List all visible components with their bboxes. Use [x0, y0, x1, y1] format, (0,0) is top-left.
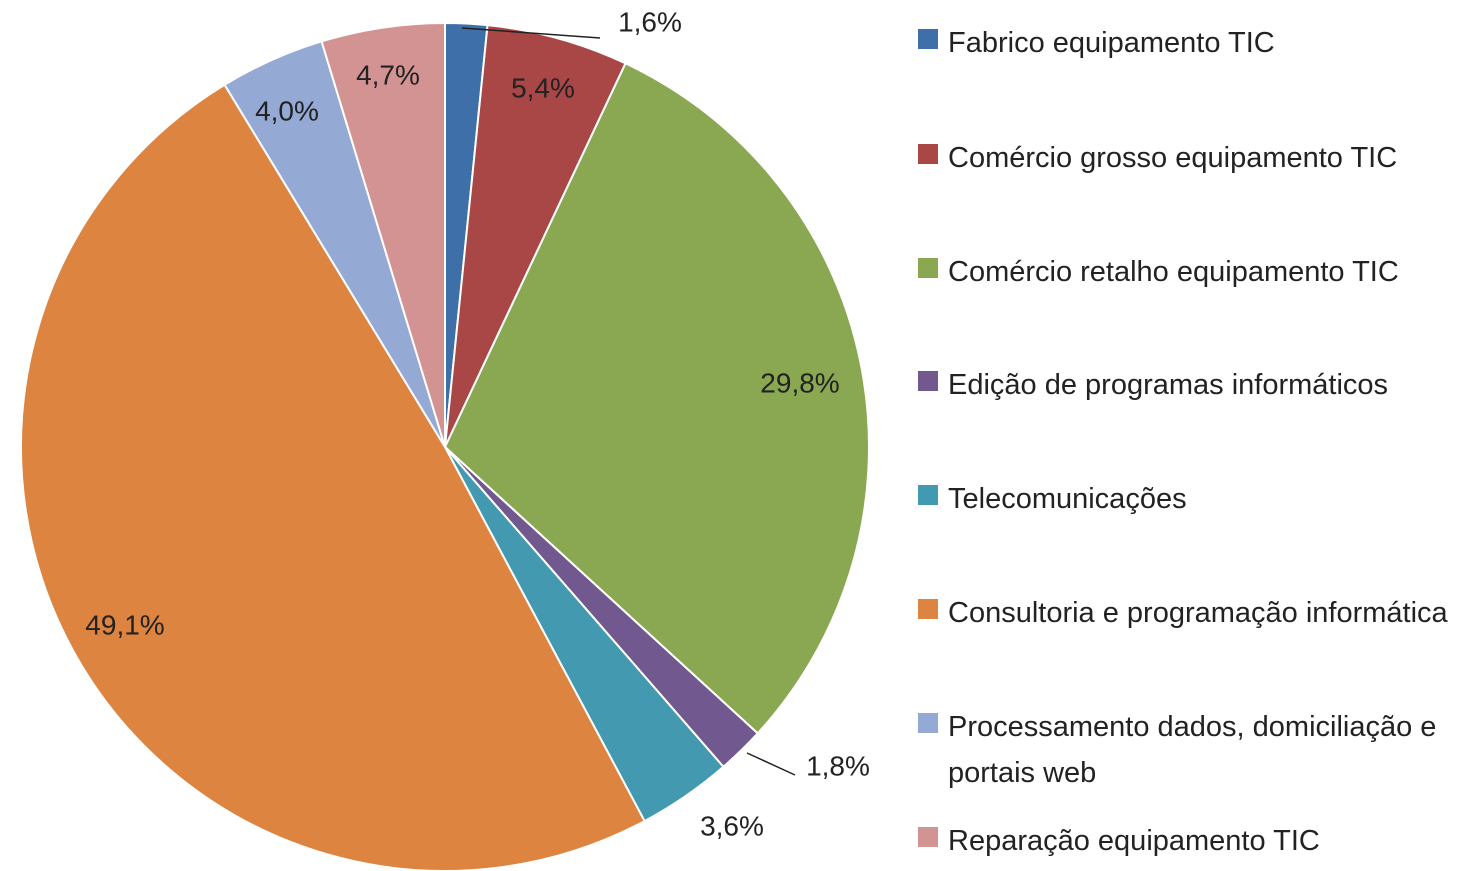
legend-item: Comércio retalho equipamento TIC: [918, 249, 1448, 295]
legend-item: Reparação equipamento TIC: [918, 818, 1448, 864]
legend-label: Reparação equipamento TIC: [948, 825, 1320, 857]
data-label: 1,8%: [806, 750, 870, 781]
legend-swatch: [918, 599, 938, 619]
data-label: 5,4%: [511, 72, 575, 103]
legend-swatch: [918, 485, 938, 505]
legend-item: Edição de programas informáticos: [918, 362, 1448, 408]
data-label: 4,7%: [356, 59, 420, 90]
legend-swatch: [918, 371, 938, 391]
pie: 1,6% 5,4% 29,8% 1,8% 3,6% 49,1% 4,0% 4,7%: [20, 6, 870, 871]
legend-item: Processamento dados, domiciliação e port…: [918, 704, 1448, 796]
legend-swatch: [918, 258, 938, 278]
legend-swatch: [918, 713, 938, 733]
legend-label: Fabrico equipamento TIC: [948, 27, 1275, 59]
leader-line: [461, 27, 601, 39]
legend-swatch: [918, 144, 938, 164]
legend-label: Edição de programas informáticos: [948, 369, 1389, 401]
pie-slice: [444, 24, 627, 448]
data-label: 3,6%: [700, 810, 764, 841]
legend-label: Consultoria e programação informática: [948, 597, 1448, 629]
data-label: 4,0%: [255, 95, 319, 126]
legend-item: Comércio grosso equipamento TIC: [918, 135, 1448, 181]
data-label: 1,6%: [618, 6, 682, 37]
legend-label: Telecomunicações: [948, 483, 1187, 515]
legend-item: Consultoria e programação informática: [918, 590, 1448, 636]
data-label: 29,8%: [760, 367, 839, 398]
legend-label: Processamento dados, domiciliação e port…: [948, 711, 1437, 789]
pie-slice: [320, 21, 446, 448]
legend-item: Telecomunicações: [918, 476, 1448, 522]
legend-label: Comércio retalho equipamento TIC: [948, 256, 1399, 288]
leader-line: [746, 752, 796, 776]
pie-slice: [443, 62, 870, 735]
legend-swatch: [918, 29, 938, 49]
legend-swatch: [918, 827, 938, 847]
legend-label: Comércio grosso equipamento TIC: [948, 142, 1398, 174]
data-label: 49,1%: [85, 609, 164, 640]
legend-item: Fabrico equipamento TIC: [918, 20, 1448, 66]
